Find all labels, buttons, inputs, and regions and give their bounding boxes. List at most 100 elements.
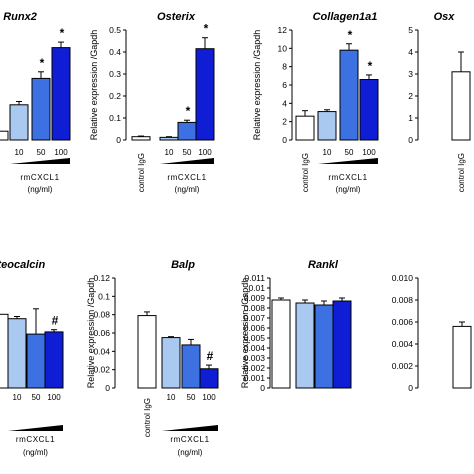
x-tick-label: control IgG xyxy=(301,153,310,192)
bar xyxy=(177,121,197,141)
y-tick-label: 0.007 xyxy=(244,313,266,323)
bar xyxy=(0,313,9,389)
bar xyxy=(7,318,27,389)
x-tick-label: 50 xyxy=(345,148,354,157)
unit-label: (ng/ml) xyxy=(28,185,53,194)
chart-title: Osteocalcin xyxy=(0,259,45,271)
chart-title: Balp xyxy=(171,259,195,271)
significance-marker: # xyxy=(52,314,59,328)
y-tick-label: 0.002 xyxy=(392,361,414,371)
y-tick-label: 0.3 xyxy=(109,69,121,79)
x-tick-label: 100 xyxy=(198,148,212,157)
chart-title: Collagen1a1 xyxy=(313,11,378,23)
bar xyxy=(295,302,315,389)
treatment-label: rmCXCL1 xyxy=(16,435,55,444)
significance-marker: * xyxy=(186,104,191,118)
unit-label: (ng/ml) xyxy=(178,448,203,457)
y-tick-label: 0 xyxy=(260,383,265,393)
significance-marker: # xyxy=(207,349,214,363)
bar xyxy=(317,111,337,141)
y-tick-label: 0.06 xyxy=(93,328,110,338)
y-tick-label: 0.008 xyxy=(392,295,414,305)
y-tick-label: 0.004 xyxy=(244,343,266,353)
y-axis-label: Relative expression /Gapdh xyxy=(240,278,250,389)
chart-panel-7: Rankl00.0010.0020.0030.0040.0050.0060.00… xyxy=(240,259,352,393)
dose-gradient-triangle xyxy=(10,158,70,164)
unit-label: (ng/ml) xyxy=(23,448,48,457)
dose-gradient-triangle xyxy=(8,425,63,431)
y-tick-label: 10 xyxy=(278,43,288,53)
chart-panel-8: 0 0.002 0.004 0.006 0.008 0.010 xyxy=(392,273,472,393)
x-tick-label: 10 xyxy=(15,148,24,157)
x-tick-label: 10 xyxy=(167,393,176,402)
y-tick-label: 2 xyxy=(408,91,413,101)
bar xyxy=(452,325,472,389)
y-tick-label: 0.1 xyxy=(109,113,121,123)
significance-marker: * xyxy=(40,56,45,70)
bar xyxy=(295,115,315,141)
x-tick-label: 100 xyxy=(54,148,68,157)
bar xyxy=(26,333,46,389)
y-tick-label: 0.001 xyxy=(244,373,266,383)
y-axis-label: Relative expression /Gapdh xyxy=(89,30,99,141)
chart-panel-1: Runx2 10 * 50 * 100 rmCXCL1 (ng/ml) xyxy=(0,11,71,194)
bar xyxy=(271,299,291,389)
y-tick-label: 2 xyxy=(282,117,287,127)
bar xyxy=(195,48,215,141)
y-tick-label: 0.009 xyxy=(244,293,266,303)
y-tick-label: 0.08 xyxy=(93,310,110,320)
y-tick-label: 4 xyxy=(408,47,413,57)
y-axis-label: Relative expression /Gapdh xyxy=(252,30,262,141)
bar xyxy=(451,71,471,141)
x-tick-label: 100 xyxy=(47,393,61,402)
significance-marker: * xyxy=(204,22,209,36)
y-tick-label: 5 xyxy=(408,25,413,35)
x-tick-label: 100 xyxy=(362,148,376,157)
unit-label: (ng/ml) xyxy=(175,185,200,194)
x-tick-label: control IgG xyxy=(143,398,152,437)
x-tick-label: 10 xyxy=(13,393,22,402)
y-tick-label: 0.04 xyxy=(93,346,110,356)
y-tick-label: 0.02 xyxy=(93,365,110,375)
y-tick-label: 0.2 xyxy=(109,91,121,101)
chart-panel-5: Osteocalcin 10 50 #100 rmCXCL1 (ng/ml) xyxy=(0,259,64,457)
y-tick-label: 4 xyxy=(282,98,287,108)
x-tick-label: 100 xyxy=(202,393,216,402)
treatment-label: rmCXCL1 xyxy=(170,435,209,444)
y-tick-label: 0.4 xyxy=(109,47,121,57)
y-tick-label: 0.006 xyxy=(392,317,414,327)
x-tick-label: 10 xyxy=(323,148,332,157)
dose-gradient-triangle xyxy=(318,158,378,164)
y-tick-label: 0.12 xyxy=(93,273,110,283)
y-tick-label: 0.010 xyxy=(392,273,414,283)
significance-marker: * xyxy=(368,59,373,73)
bar xyxy=(332,300,352,389)
chart-panel-3: Collagen1a1 0 2 4 6 8 10 12 Relative expression … xyxy=(252,11,379,194)
bar xyxy=(51,47,71,141)
bar xyxy=(137,315,157,389)
y-axis-label: Relative expression /Gapdh xyxy=(86,278,96,389)
y-tick-label: 0.004 xyxy=(392,339,414,349)
y-tick-label: 0.006 xyxy=(244,323,266,333)
bar xyxy=(44,331,64,389)
x-tick-label: 50 xyxy=(187,393,196,402)
y-tick-label: 0.5 xyxy=(109,25,121,35)
bar xyxy=(0,130,9,141)
x-tick-label: 10 xyxy=(165,148,174,157)
chart-title: Runx2 xyxy=(3,11,37,23)
y-tick-label: 0.003 xyxy=(244,353,266,363)
chart-title: Osterix xyxy=(157,11,196,23)
bar xyxy=(131,136,151,141)
x-tick-label: control IgG xyxy=(137,153,146,192)
y-tick-label: 0.011 xyxy=(244,273,265,283)
bar xyxy=(159,136,179,141)
dose-gradient-triangle xyxy=(162,425,218,431)
bar xyxy=(161,337,181,389)
bar xyxy=(199,368,219,389)
chart-panel-4: Osx 0 1 2 3 4 5 control IgG xyxy=(408,11,471,192)
bar xyxy=(339,49,359,141)
significance-marker: * xyxy=(60,26,65,40)
y-tick-label: 0 xyxy=(105,383,110,393)
y-tick-label: 0.008 xyxy=(244,303,266,313)
